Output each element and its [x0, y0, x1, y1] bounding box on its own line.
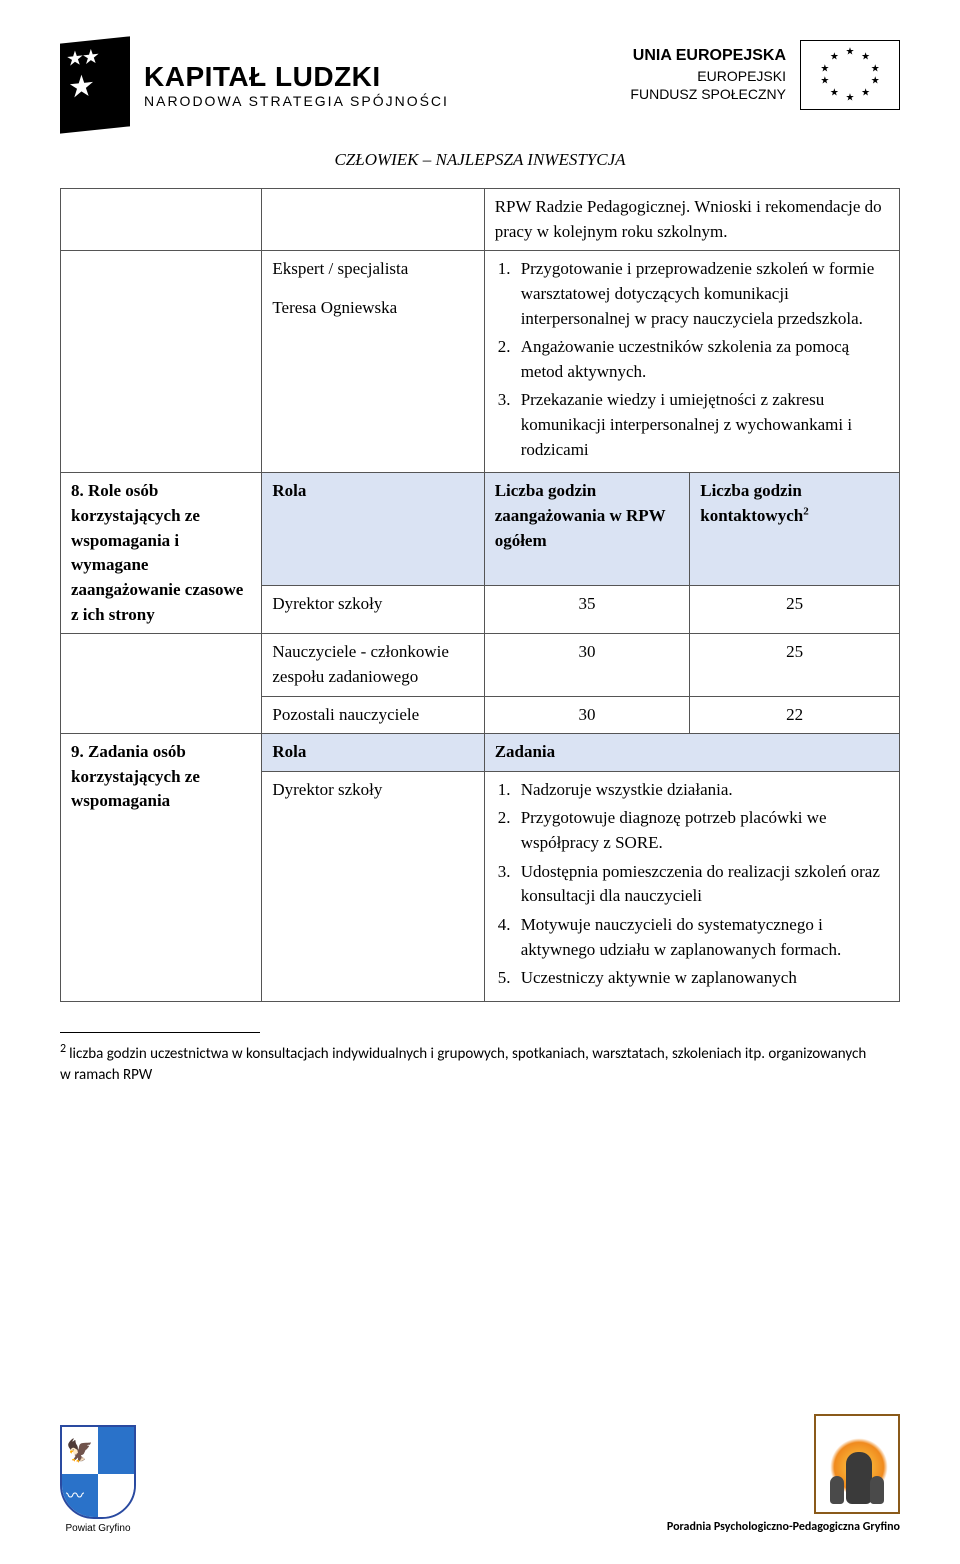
- row8-r3-c3: 22: [690, 696, 900, 734]
- row-intro: RPW Radzie Pedagogicznej. Wnioski i reko…: [61, 189, 900, 251]
- expert-task-list: Przygotowanie i przeprowadzenie szkoleń …: [515, 257, 889, 462]
- zadanie-1: Nadzoruje wszystkie działania.: [515, 778, 889, 803]
- cell-intro-text: RPW Radzie Pedagogicznej. Wnioski i reko…: [484, 189, 899, 251]
- row-expert: Ekspert / specjalista Teresa Ogniewska P…: [61, 251, 900, 473]
- zadania-list: Nadzoruje wszystkie działania. Przygotow…: [515, 778, 889, 991]
- zadanie-3: Udostępnia pomieszczenia do realizacji s…: [515, 860, 889, 909]
- page-footer: 🦅 Powiat Gryfino Poradnia Psychologiczno…: [60, 1414, 900, 1534]
- row8-label: 8. Role osób korzystających ze wspomagan…: [61, 473, 262, 634]
- kl-logo-block: KAPITAŁ LUDZKI NARODOWA STRATEGIA SPÓJNO…: [60, 40, 449, 130]
- expert-role: Ekspert / specjalista: [272, 257, 473, 282]
- footnote-sup: 2: [60, 1042, 66, 1056]
- poradnia-icon: [814, 1414, 900, 1514]
- row8-r1-c2: 35: [484, 585, 690, 634]
- cell-empty: [61, 634, 262, 734]
- crest-icon: 🦅: [60, 1425, 136, 1519]
- cell-empty: [262, 189, 484, 251]
- row8-h-zaang: Liczba godzin zaangażowania w RPW ogółem: [484, 473, 690, 585]
- footnote: 2liczba godzin uczestnictwa w konsultacj…: [60, 1041, 880, 1086]
- page-header: KAPITAŁ LUDZKI NARODOWA STRATEGIA SPÓJNO…: [60, 40, 900, 130]
- main-table: RPW Radzie Pedagogicznej. Wnioski i reko…: [60, 188, 900, 1002]
- row9-h-zadania: Zadania: [484, 734, 899, 772]
- expert-task-3: Przekazanie wiedzy i umiejętności z zakr…: [515, 388, 889, 462]
- row8-h-kontakt-sup: 2: [803, 505, 809, 517]
- row8-r2: Nauczyciele - członkowie zespołu zadanio…: [61, 634, 900, 696]
- eu-line2: EUROPEJSKI: [630, 67, 786, 85]
- page-subtitle: CZŁOWIEK – NAJLEPSZA INWESTYCJA: [60, 150, 900, 170]
- kl-text: KAPITAŁ LUDZKI NARODOWA STRATEGIA SPÓJNO…: [144, 61, 449, 109]
- row9-label: 9. Zadania osób korzystających ze wspoma…: [61, 734, 262, 1002]
- row9-dyrektor: Dyrektor szkoły: [262, 771, 484, 1001]
- row8-h-kontakt: Liczba godzin kontaktowych2: [690, 473, 900, 585]
- eu-text: UNIA EUROPEJSKA EUROPEJSKI FUNDUSZ SPOŁE…: [630, 46, 786, 103]
- footer-right: Poradnia Psychologiczno-Pedagogiczna Gry…: [667, 1414, 900, 1534]
- cell-expert-name: Ekspert / specjalista Teresa Ogniewska: [262, 251, 484, 473]
- expert-task-1: Przygotowanie i przeprowadzenie szkoleń …: [515, 257, 889, 331]
- crest-label: Powiat Gryfino: [60, 1523, 136, 1534]
- kl-icon: [60, 36, 130, 133]
- row8-header: 8. Role osób korzystających ze wspomagan…: [61, 473, 900, 585]
- row9-zadania-list: Nadzoruje wszystkie działania. Przygotow…: [484, 771, 899, 1001]
- row9-header: 9. Zadania osób korzystających ze wspoma…: [61, 734, 900, 772]
- expert-task-2: Angażowanie uczestników szkolenia za pom…: [515, 335, 889, 384]
- zadanie-2: Przygotowuje diagnozę potrzeb placówki w…: [515, 806, 889, 855]
- row8-r1-c1: Dyrektor szkoły: [262, 585, 484, 634]
- row8-r2-c2: 30: [484, 634, 690, 696]
- cell-expert-tasks: Przygotowanie i przeprowadzenie szkoleń …: [484, 251, 899, 473]
- eu-logo-block: UNIA EUROPEJSKA EUROPEJSKI FUNDUSZ SPOŁE…: [630, 40, 900, 110]
- row8-r3-c1: Pozostali nauczyciele: [262, 696, 484, 734]
- cell-empty: [61, 189, 262, 251]
- zadanie-4: Motywuje nauczycieli do systematycznego …: [515, 913, 889, 962]
- footer-label: Poradnia Psychologiczno-Pedagogiczna Gry…: [667, 1520, 900, 1534]
- kl-title: KAPITAŁ LUDZKI: [144, 61, 449, 93]
- row8-r2-c1: Nauczyciele - członkowie zespołu zadanio…: [262, 634, 484, 696]
- row8-h-kontakt-text: Liczba godzin kontaktowych: [700, 481, 803, 525]
- eu-flag-icon: ★ ★ ★ ★ ★ ★ ★ ★ ★ ★: [800, 40, 900, 110]
- row9-h-rola: Rola: [262, 734, 484, 772]
- row8-h-rola: Rola: [262, 473, 484, 585]
- cell-empty: [61, 251, 262, 473]
- row8-r2-c3: 25: [690, 634, 900, 696]
- eu-line3: FUNDUSZ SPOŁECZNY: [630, 85, 786, 103]
- row8-r3-c2: 30: [484, 696, 690, 734]
- eu-line1: UNIA EUROPEJSKA: [630, 46, 786, 67]
- footer-left: 🦅 Powiat Gryfino: [60, 1425, 136, 1534]
- row8-r1-c3: 25: [690, 585, 900, 634]
- footnote-separator: [60, 1032, 260, 1033]
- footnote-text: liczba godzin uczestnictwa w konsultacja…: [60, 1045, 866, 1084]
- eu-stars: ★ ★ ★ ★ ★ ★ ★ ★ ★ ★: [820, 50, 880, 100]
- zadanie-5: Uczestniczy aktywnie w zaplanowanych: [515, 966, 889, 991]
- expert-person: Teresa Ogniewska: [272, 296, 473, 321]
- kl-subtitle: NARODOWA STRATEGIA SPÓJNOŚCI: [144, 93, 449, 109]
